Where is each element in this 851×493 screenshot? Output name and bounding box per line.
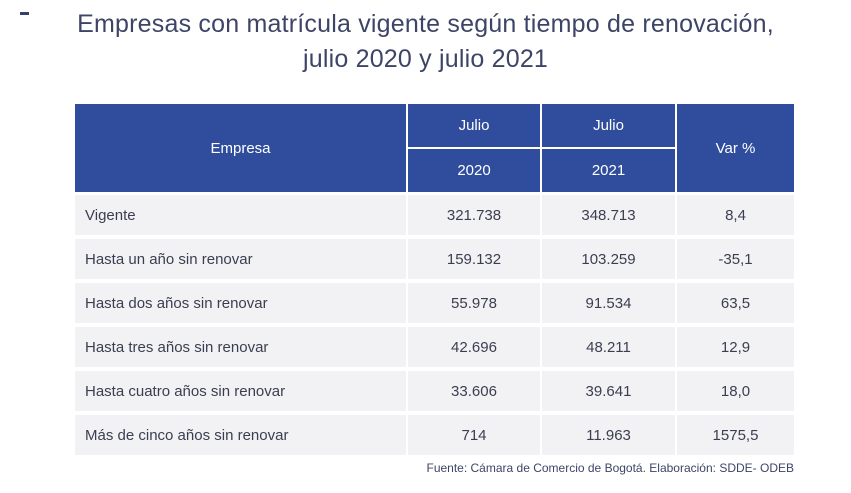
cell-var: 1575,5 [675, 415, 794, 455]
header-julio-2020-month: Julio [408, 104, 540, 149]
title-line-2: julio 2020 y julio 2021 [302, 45, 549, 73]
table-row-cuatro-anos: Hasta cuatro años sin renovar 33.606 39.… [75, 371, 794, 411]
cell-jul2020: 159.132 [406, 239, 540, 279]
header-empresa: Empresa [210, 139, 271, 157]
cell-var: -35,1 [675, 239, 794, 279]
table-header: Empresa Julio 2020 Julio 2021 Var % [75, 104, 794, 192]
table-row-tres-anos: Hasta tres años sin renovar 42.696 48.21… [75, 327, 794, 367]
cell-empresa: Hasta un año sin renovar [85, 250, 253, 268]
cell-jul2020: 42.696 [406, 327, 540, 367]
cell-empresa: Más de cinco años sin renovar [85, 426, 289, 444]
cell-jul2021: 39.641 [540, 371, 675, 411]
cell-var: 18,0 [675, 371, 794, 411]
cell-jul2020: 321.738 [406, 195, 540, 235]
header-var-pct: Var % [675, 104, 794, 192]
cell-empresa: Hasta cuatro años sin renovar [85, 382, 286, 400]
source-note: Fuente: Cámara de Comercio de Bogotá. El… [426, 461, 794, 475]
title-line-1: Empresas con matrícula vigente según tie… [77, 10, 774, 38]
cell-empresa: Hasta tres años sin renovar [85, 338, 269, 356]
header-julio-2021: Julio 2021 [540, 104, 675, 192]
header-julio-2020-year: 2020 [457, 162, 491, 179]
cell-jul2020: 55.978 [406, 283, 540, 323]
cell-jul2020: 714 [406, 415, 540, 455]
header-julio-2020: Julio 2020 [406, 104, 540, 192]
header-julio-2021-year: 2021 [591, 162, 626, 179]
cell-jul2021: 11.963 [540, 415, 675, 455]
cell-empresa: Vigente [85, 206, 136, 224]
table-row-un-ano: Hasta un año sin renovar 159.132 103.259… [75, 239, 794, 279]
page-title: Empresas con matrícula vigente según tie… [0, 7, 851, 77]
cell-jul2021: 103.259 [540, 239, 675, 279]
cell-jul2020: 33.606 [406, 371, 540, 411]
cell-var: 63,5 [675, 283, 794, 323]
cell-jul2021: 348.713 [540, 195, 675, 235]
cell-jul2021: 48.211 [540, 327, 675, 367]
table-row-vigente: Vigente 321.738 348.713 8,4 [75, 195, 794, 235]
data-table: Empresa Julio 2020 Julio 2021 Var % Vige… [75, 104, 794, 455]
cell-var: 12,9 [675, 327, 794, 367]
corner-mark [20, 12, 29, 15]
cell-var: 8,4 [675, 195, 794, 235]
header-julio-2021-month: Julio [542, 104, 675, 149]
cell-empresa: Hasta dos años sin renovar [85, 294, 268, 312]
table-row-cinco-anos: Más de cinco años sin renovar 714 11.963… [75, 415, 794, 455]
table-row-dos-anos: Hasta dos años sin renovar 55.978 91.534… [75, 283, 794, 323]
cell-jul2021: 91.534 [540, 283, 675, 323]
